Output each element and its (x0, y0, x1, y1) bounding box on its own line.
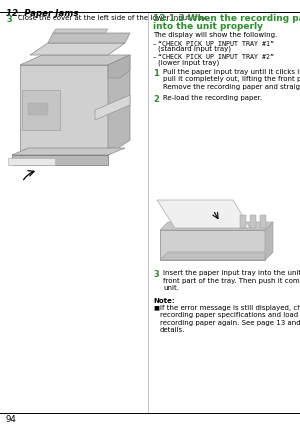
Text: 94: 94 (6, 415, 17, 424)
Polygon shape (22, 90, 60, 130)
Polygon shape (160, 222, 273, 230)
Text: Insert the paper input tray into the unit, lifting the
front part of the tray. T: Insert the paper input tray into the uni… (163, 270, 300, 291)
Text: The display will show the following.: The display will show the following. (153, 32, 277, 38)
Text: 12. Paper Jams: 12. Paper Jams (6, 9, 79, 18)
Text: ■: ■ (153, 305, 159, 310)
Text: –: – (153, 54, 157, 60)
Polygon shape (250, 215, 256, 228)
Polygon shape (157, 200, 250, 228)
Text: “CHECK PICK UP INPUT TRAY #2”: “CHECK PICK UP INPUT TRAY #2” (158, 54, 274, 60)
Text: 1: 1 (153, 69, 159, 78)
Text: into the unit properly: into the unit properly (153, 22, 263, 31)
Text: If the error message is still displayed, check the
recording paper specification: If the error message is still displayed,… (160, 305, 300, 334)
Polygon shape (12, 148, 125, 155)
Text: (lower input tray): (lower input tray) (158, 59, 219, 65)
Polygon shape (20, 65, 108, 155)
Text: 2: 2 (153, 95, 159, 104)
Bar (28, 103, 48, 115)
Text: –: – (153, 41, 157, 47)
Polygon shape (160, 252, 273, 260)
Text: 12.1.3 When the recording paper is not fed: 12.1.3 When the recording paper is not f… (153, 14, 300, 23)
Polygon shape (160, 230, 265, 260)
Polygon shape (30, 43, 125, 55)
Polygon shape (12, 155, 108, 165)
Polygon shape (20, 55, 130, 65)
Polygon shape (108, 55, 130, 155)
Polygon shape (240, 215, 246, 228)
Polygon shape (53, 29, 108, 33)
Polygon shape (260, 215, 266, 228)
Text: Re-load the recording paper.: Re-load the recording paper. (163, 95, 262, 101)
Text: Pull the paper input tray until it clicks into place, then
pull it completely ou: Pull the paper input tray until it click… (163, 69, 300, 90)
Text: 3: 3 (153, 270, 159, 279)
Polygon shape (48, 33, 130, 43)
Text: Note:: Note: (153, 298, 175, 304)
Polygon shape (8, 158, 55, 165)
Text: 3: 3 (6, 15, 12, 24)
Text: (standard input tray): (standard input tray) (158, 46, 231, 53)
Polygon shape (95, 95, 130, 120)
Text: Close the cover at the left side of the lower input tray.: Close the cover at the left side of the … (18, 15, 207, 21)
Text: “CHECK PICK UP INPUT TRAY #1”: “CHECK PICK UP INPUT TRAY #1” (158, 41, 274, 47)
Polygon shape (108, 55, 130, 78)
Polygon shape (265, 222, 273, 260)
